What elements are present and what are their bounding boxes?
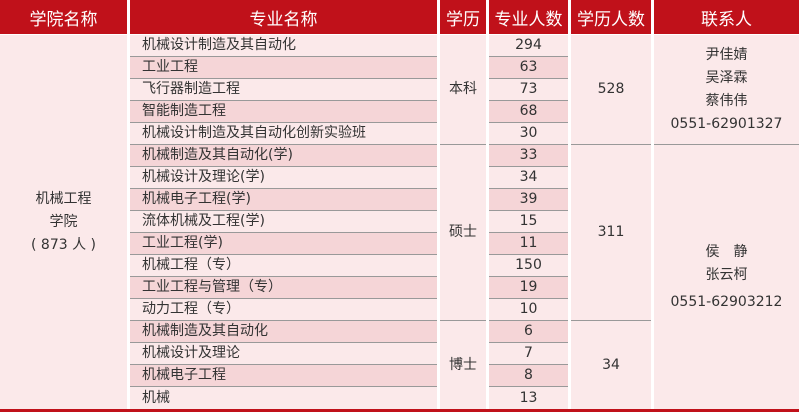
major-name: 工业工程 [130,57,437,79]
major-count: 150 [489,255,568,277]
major-name: 机械设计制造及其自动化 [130,35,437,57]
college-name-2: 学院 [49,213,78,230]
major-count: 13 [489,387,568,409]
major-count: 11 [489,233,568,255]
degree-total: 311 [571,145,651,321]
major-count: 6 [489,321,568,343]
major-count: 34 [489,167,568,189]
major-count: 30 [489,123,568,145]
contact-cell: 尹佳婧吴泽霖蔡伟伟 0551-62901327 [654,35,799,145]
major-count: 19 [489,277,568,299]
major-name: 工业工程(学) [130,233,437,255]
college-cell: 机械工程 学院 ( 873 人 ) [0,35,127,409]
major-name: 机械电子工程 [130,365,437,387]
degree-total: 34 [571,321,651,409]
contact-line: 蔡伟伟 [705,92,748,109]
major-name: 机械电子工程(学) [130,189,437,211]
major-name: 机械制造及其自动化(学) [130,145,437,167]
degree-cell: 硕士 [440,145,486,321]
degree-cell: 本科 [440,35,486,145]
major-name: 机械制造及其自动化 [130,321,437,343]
major-name: 智能制造工程 [130,101,437,123]
header-major-count: 专业人数 [489,0,568,34]
contact-line: 0551-62901327 [670,115,783,132]
major-name: 机械设计及理论 [130,343,437,365]
major-count: 39 [489,189,568,211]
major-count: 10 [489,299,568,321]
major-name: 动力工程（专） [130,299,437,321]
college-name: 机械工程 [35,190,92,207]
major-count: 73 [489,79,568,101]
college-total: ( 873 人 ) [31,236,96,253]
header-degree-count: 学历人数 [571,0,651,34]
contact-cell: 侯 静张云柯 0551-62903212 [654,145,799,409]
major-name: 机械设计制造及其自动化创新实验班 [130,123,437,145]
degree-total: 528 [571,35,651,145]
header-degree: 学历 [440,0,486,34]
major-count: 68 [489,101,568,123]
major-name: 飞行器制造工程 [130,79,437,101]
header-college: 学院名称 [0,0,127,34]
major-name: 流体机械及工程(学) [130,211,437,233]
contact-line: 侯 静 [705,243,748,260]
major-count: 294 [489,35,568,57]
header-major: 专业名称 [130,0,437,34]
contact-line: 0551-62903212 [670,293,783,310]
degree-cell: 博士 [440,321,486,409]
major-count: 15 [489,211,568,233]
major-count: 33 [489,145,568,167]
contact-line: 张云柯 [705,266,748,283]
major-name: 工业工程与管理（专） [130,277,437,299]
contact-line: 尹佳婧 [705,46,748,63]
major-name: 机械工程（专） [130,255,437,277]
header-contact: 联系人 [654,0,799,34]
major-name: 机械设计及理论(学) [130,167,437,189]
major-count: 8 [489,365,568,387]
contact-line: 吴泽霖 [705,69,748,86]
major-count: 63 [489,57,568,79]
major-count: 7 [489,343,568,365]
major-name: 机械 [130,387,437,409]
